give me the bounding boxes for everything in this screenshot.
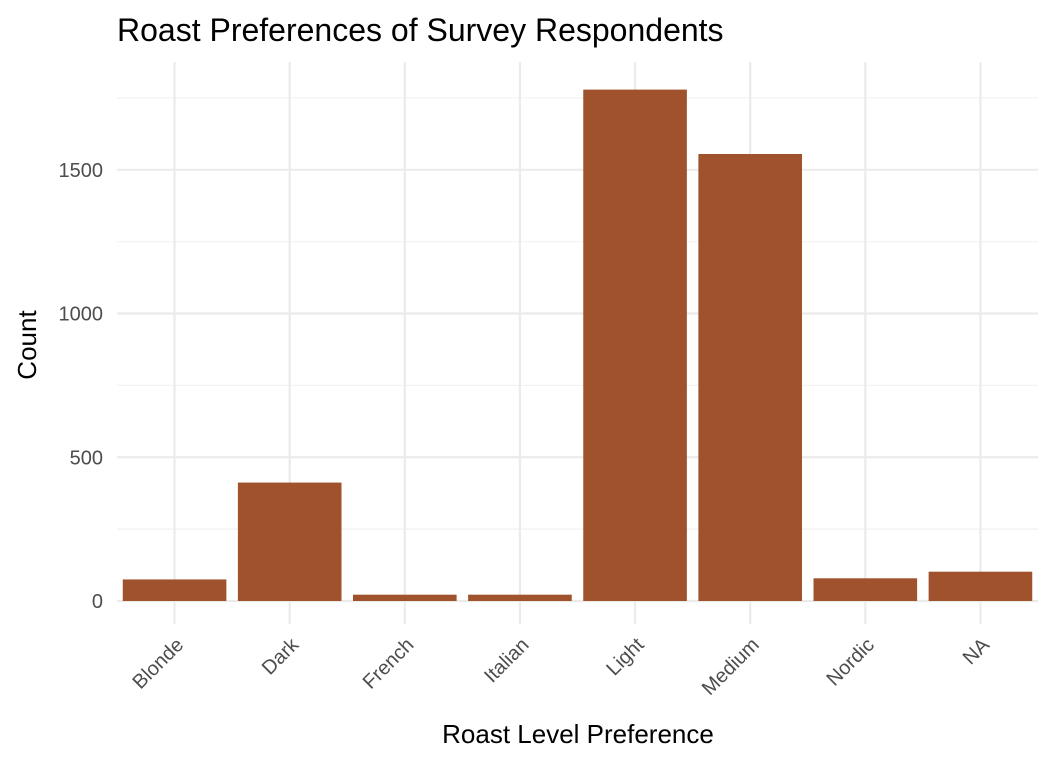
- bar-french: [353, 594, 457, 602]
- y-tick-label: 1000: [59, 304, 104, 326]
- x-tick-label: Dark: [258, 633, 304, 679]
- y-tick-labels: 0 500 1000 1500: [59, 160, 104, 613]
- x-axis-title: Roast Level Preference: [442, 719, 714, 749]
- y-tick-label: 500: [70, 447, 103, 469]
- x-tick-label: Blonde: [129, 634, 189, 694]
- bars: [122, 89, 1033, 602]
- x-tick-label: Medium: [698, 634, 764, 700]
- x-tick-labels: Blonde Dark French Italian Light Medium Nordic…: [129, 633, 995, 700]
- x-tick-label: NA: [959, 634, 995, 670]
- y-tick-label: 1500: [59, 160, 104, 182]
- bar-italian: [468, 594, 572, 602]
- bar-na: [928, 571, 1033, 602]
- bar-dark: [237, 482, 342, 602]
- chart-title: Roast Preferences of Survey Respondents: [117, 12, 724, 48]
- bar-light: [583, 89, 687, 602]
- x-tick-label: French: [359, 634, 419, 694]
- x-tick-label: Nordic: [822, 634, 878, 690]
- y-axis-title: Count: [12, 310, 42, 380]
- bar-medium: [698, 153, 802, 602]
- x-tick-label: Light: [602, 634, 649, 681]
- bar-nordic: [813, 578, 918, 602]
- y-tick-label: 0: [92, 591, 103, 613]
- x-tick-label: Italian: [480, 634, 533, 687]
- bar-blonde: [122, 579, 227, 602]
